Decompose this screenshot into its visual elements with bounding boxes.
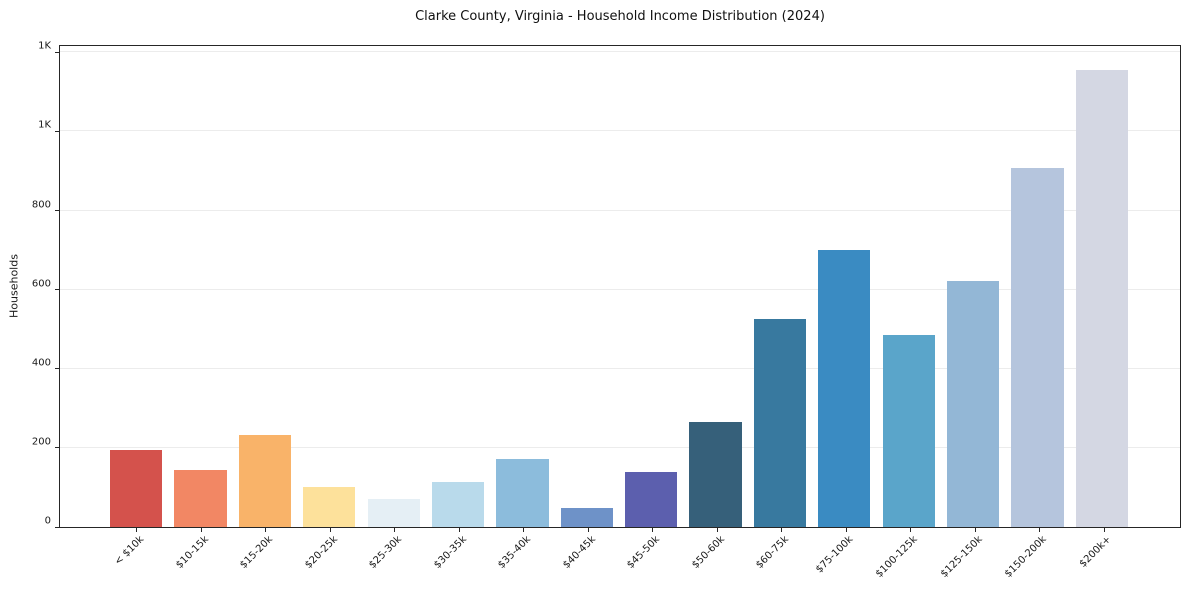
x-tick-label: $35-40k [496,534,534,571]
bar-slot [941,46,1005,527]
x-tick-label: $15-20k [238,534,276,571]
bar-slot [233,46,297,527]
x-tick-label: $20-25k [302,534,340,571]
y-tick-mark [55,51,60,53]
x-tick-label: $50-60k [689,534,727,571]
bar [367,498,420,527]
bar [1011,167,1064,527]
bar [689,422,742,527]
bar [560,507,613,527]
gridline [60,288,1180,290]
gridline [60,367,1180,369]
gridline [60,51,1180,53]
x-tick-label: $100-125k [874,534,921,580]
y-tick-label: 1K [38,119,51,131]
gridline [60,130,1180,132]
x-tick-label: $60-75k [754,534,792,571]
x-tick-mark [523,527,525,532]
bar [174,469,227,527]
y-tick-mark [55,368,60,370]
x-tick-label: $10-15k [173,534,211,571]
bar-slot [1005,46,1069,527]
gridline [60,446,1180,448]
bar [431,481,485,527]
x-tick-label: $200k+ [1077,534,1114,570]
bar [818,250,871,527]
x-tick-mark [329,527,331,532]
gridline [60,209,1180,211]
y-tick-label: 600 [31,278,51,290]
y-tick-label: 0 [44,515,51,527]
x-tick-label: $45-50k [625,534,663,571]
x-tick-label: $125-150k [938,534,985,580]
x-tick-mark [136,527,138,532]
x-tick-label: $30-35k [431,534,469,571]
x-tick-mark [652,527,654,532]
x-tick-label: < $10k [112,534,147,568]
x-tick-label: $150-200k [1003,534,1050,580]
bar [753,319,806,527]
bar-slot [297,46,361,527]
y-axis-label: Households [7,254,21,319]
y-tick-mark [55,210,60,212]
x-tick-mark [587,527,589,532]
bar-slot [683,46,747,527]
bar [110,449,163,527]
x-tick-label: $75-100k [814,534,856,576]
bar-slot [168,46,232,527]
x-tick-mark [265,527,267,532]
bar [882,335,935,527]
bar [496,458,549,527]
bar [303,487,356,527]
bars-row [60,46,1180,527]
bar-slot [362,46,426,527]
x-tick-mark [910,527,912,532]
x-tick-mark [1103,527,1105,532]
x-tick-label: $25-30k [367,534,405,571]
x-tick-mark [716,527,718,532]
chart-title: Clarke County, Virginia - Household Inco… [415,9,825,24]
x-tick-label: $40-45k [560,534,598,571]
y-tick-mark [55,289,60,291]
bar-slot [1070,46,1134,527]
bar-slot [748,46,812,527]
bar [625,471,678,527]
bar-slot [877,46,941,527]
bar-slot [490,46,554,527]
plot-area: 0 200 400 600 800 1K 1K < $10k $10-15k $15-20k $2… [32,41,1181,580]
bar-slot [619,46,683,527]
x-tick-mark [458,527,460,532]
bar-slot [104,46,168,527]
x-tick-mark [781,527,783,532]
y-tick-label: 400 [31,357,51,369]
bar-slot [426,46,490,527]
x-tick-mark [1039,527,1041,532]
y-tick-mark [55,130,60,132]
bar-slot [555,46,619,527]
y-tick-label: 200 [31,436,51,448]
x-tick-mark [974,527,976,532]
y-tick-mark [55,447,60,449]
y-tick-label: 1K [38,40,51,52]
x-tick-mark [845,527,847,532]
bar [946,280,1000,527]
x-tick-mark [394,527,396,532]
bar [238,435,291,527]
bar-slot [812,46,876,527]
y-tick-label: 800 [31,199,51,211]
y-tick-mark [55,526,60,528]
bar [1075,70,1128,527]
x-tick-mark [200,527,202,532]
